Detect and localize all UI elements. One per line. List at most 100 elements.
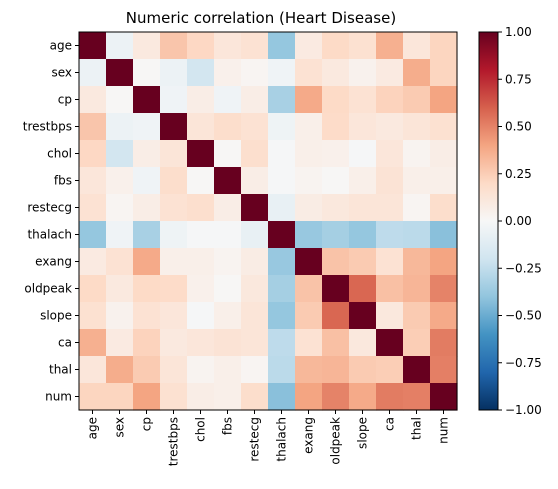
heatmap-cell-age-oldpeak [322,32,350,60]
heatmap-cell-sex-oldpeak [322,59,350,87]
y-tick-label-sex: sex [51,66,72,80]
heatmap-cell-exang-age [79,248,107,276]
y-tick-label-fbs: fbs [54,174,72,188]
heatmap-cell-ca-exang [295,329,323,357]
heatmap-cell-slope-num [430,302,458,330]
heatmap-cell-trestbps-cp [133,113,161,141]
colorbar-tick-label: 0.50 [505,120,532,134]
heatmap-cell-restecg-age [79,194,107,222]
x-tick-label-fbs: fbs [221,417,235,435]
heatmap-cell-exang-slope [349,248,377,276]
heatmap-cell-chol-thal [403,140,431,168]
y-tick-label-num: num [45,390,72,404]
heatmap-cell-trestbps-exang [295,113,323,141]
heatmap-cell-oldpeak-slope [349,275,377,303]
x-tick-label-chol: chol [194,417,208,442]
heatmap-cell-trestbps-fbs [214,113,242,141]
heatmap-cell-oldpeak-sex [106,275,134,303]
x-tick-label-num: num [437,417,451,444]
heatmap-cell-sex-age [79,59,107,87]
heatmap-cell-thal-ca [376,356,404,384]
heatmap-cell-oldpeak-thalach [268,275,296,303]
heatmap-cell-exang-restecg [241,248,269,276]
heatmap-cell-num-ca [376,383,404,411]
heatmap-cells [79,32,458,411]
colorbar-tick-label: −0.75 [505,356,542,370]
heatmap-cell-thalach-sex [106,221,134,249]
heatmap-cell-age-exang [295,32,323,60]
heatmap-cell-restecg-exang [295,194,323,222]
heatmap-cell-ca-chol [187,329,215,357]
heatmap-cell-sex-num [430,59,458,87]
heatmap-cell-fbs-fbs [214,167,242,195]
heatmap-cell-trestbps-trestbps [160,113,188,141]
x-tick-label-ca: ca [383,417,397,431]
heatmap-cell-fbs-slope [349,167,377,195]
heatmap-cell-slope-oldpeak [322,302,350,330]
heatmap-cell-cp-oldpeak [322,86,350,114]
y-tick-label-slope: slope [40,309,72,323]
heatmap-cell-fbs-cp [133,167,161,195]
y-tick-label-thal: thal [49,363,72,377]
heatmap-cell-thalach-exang [295,221,323,249]
x-tick-label-exang: exang [302,417,316,454]
heatmap-cell-num-trestbps [160,383,188,411]
heatmap-cell-cp-restecg [241,86,269,114]
y-tick-label-exang: exang [35,255,72,269]
x-tick-label-thal: thal [410,417,424,440]
heatmap-cell-cp-thal [403,86,431,114]
y-tick-label-chol: chol [47,147,72,161]
heatmap-cell-oldpeak-restecg [241,275,269,303]
heatmap-cell-slope-sex [106,302,134,330]
heatmap-cell-cp-thalach [268,86,296,114]
heatmap-cell-chol-trestbps [160,140,188,168]
heatmap-cell-trestbps-oldpeak [322,113,350,141]
x-tick-label-sex: sex [113,417,127,438]
heatmap-cell-sex-fbs [214,59,242,87]
heatmap-cell-cp-chol [187,86,215,114]
heatmap-cell-age-slope [349,32,377,60]
heatmap-cell-trestbps-thalach [268,113,296,141]
heatmap-cell-thal-num [430,356,458,384]
heatmap-cell-restecg-oldpeak [322,194,350,222]
heatmap-cell-chol-restecg [241,140,269,168]
heatmap-cell-trestbps-age [79,113,107,141]
heatmap-cell-chol-cp [133,140,161,168]
heatmap-cell-slope-trestbps [160,302,188,330]
heatmap-cell-num-thalach [268,383,296,411]
y-tick-label-cp: cp [58,93,72,107]
heatmap-cell-cp-exang [295,86,323,114]
heatmap-cell-num-fbs [214,383,242,411]
heatmap-cell-thal-thalach [268,356,296,384]
colorbar-tick-label: 0.75 [505,72,532,86]
heatmap-cell-age-sex [106,32,134,60]
heatmap-cell-sex-thal [403,59,431,87]
colorbar [479,32,498,410]
heatmap-cell-cp-ca [376,86,404,114]
heatmap-cell-oldpeak-trestbps [160,275,188,303]
heatmap-cell-sex-exang [295,59,323,87]
y-tick-label-ca: ca [58,336,72,350]
heatmap-cell-exang-sex [106,248,134,276]
heatmap-cell-thalach-restecg [241,221,269,249]
heatmap-cell-chol-ca [376,140,404,168]
heatmap-cell-oldpeak-cp [133,275,161,303]
heatmap-cell-cp-trestbps [160,86,188,114]
heatmap-cell-age-ca [376,32,404,60]
heatmap-cell-exang-oldpeak [322,248,350,276]
heatmap-cell-exang-thalach [268,248,296,276]
heatmap-cell-ca-thal [403,329,431,357]
heatmap-cell-thalach-fbs [214,221,242,249]
x-tick-label-oldpeak: oldpeak [329,417,343,465]
heatmap-cell-chol-oldpeak [322,140,350,168]
heatmap-cell-num-num [430,383,458,411]
heatmap-cell-fbs-restecg [241,167,269,195]
heatmap-cell-restecg-fbs [214,194,242,222]
heatmap-cell-ca-restecg [241,329,269,357]
heatmap-cell-trestbps-ca [376,113,404,141]
heatmap-cell-slope-cp [133,302,161,330]
heatmap-cell-slope-exang [295,302,323,330]
heatmap-cell-oldpeak-num [430,275,458,303]
heatmap-cell-num-exang [295,383,323,411]
heatmap-cell-sex-chol [187,59,215,87]
